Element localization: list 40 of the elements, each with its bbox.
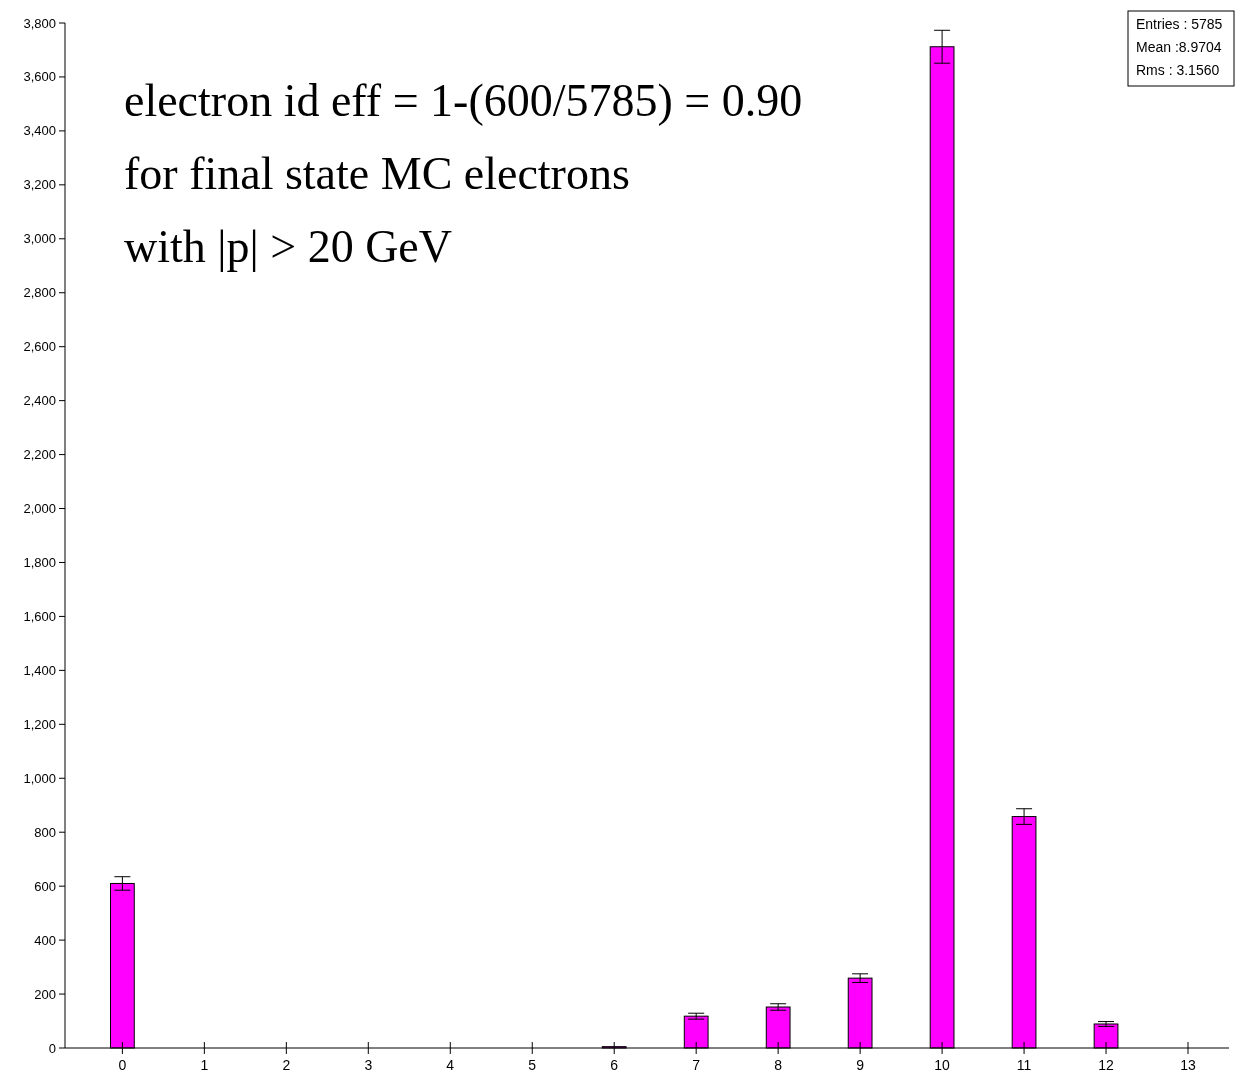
- annotation: for final state MC electrons: [124, 148, 630, 199]
- x-tick-label: 8: [774, 1057, 783, 1073]
- annotation: Entries : 5785: [1136, 16, 1223, 32]
- y-tick-label: 3,600: [23, 69, 56, 85]
- y-tick-label: 3,200: [23, 177, 56, 193]
- y-tick-label: 2,400: [23, 393, 56, 409]
- x-tick-label: 2: [282, 1057, 291, 1073]
- y-tick-label: 200: [34, 986, 56, 1002]
- y-tick-label: 2,800: [23, 285, 56, 301]
- annotation: with |p| > 20 GeV: [124, 221, 452, 272]
- y-tick-label: 1,400: [23, 662, 56, 678]
- x-tick-label: 6: [610, 1057, 619, 1073]
- y-tick-label: 3,800: [23, 15, 56, 31]
- y-tick-label: 2,200: [23, 447, 56, 463]
- x-tick-label: 4: [446, 1057, 455, 1073]
- x-tick-label: 11: [1016, 1057, 1032, 1073]
- x-tick-label: 9: [856, 1057, 865, 1073]
- y-tick-label: 3,000: [23, 231, 56, 247]
- x-tick-label: 0: [118, 1057, 127, 1073]
- y-tick-label: 2,600: [23, 339, 56, 355]
- x-tick-label: 1: [200, 1057, 209, 1073]
- x-tick-label: 5: [528, 1057, 537, 1073]
- y-tick-label: 1,000: [23, 770, 56, 786]
- annotation: Mean :8.9704: [1136, 39, 1222, 55]
- x-tick-label: 7: [692, 1057, 701, 1073]
- x-tick-label: 10: [934, 1057, 951, 1073]
- y-tick-label: 0: [48, 1040, 56, 1056]
- x-tick-label: 3: [364, 1057, 373, 1073]
- y-tick-label: 3,400: [23, 123, 56, 139]
- y-tick-label: 1,600: [23, 608, 56, 624]
- x-tick-label: 12: [1098, 1057, 1115, 1073]
- y-tick-label: 400: [34, 932, 56, 948]
- annotation: electron id eff = 1-(600/5785) = 0.90: [124, 75, 803, 126]
- annotation: Rms : 3.1560: [1136, 62, 1220, 78]
- y-tick-label: 800: [34, 824, 56, 840]
- y-tick-label: 1,800: [23, 555, 56, 571]
- x-tick-label: 13: [1180, 1057, 1197, 1073]
- y-tick-label: 1,200: [23, 716, 56, 732]
- y-tick-label: 600: [34, 878, 56, 894]
- y-tick-label: 2,000: [23, 501, 56, 517]
